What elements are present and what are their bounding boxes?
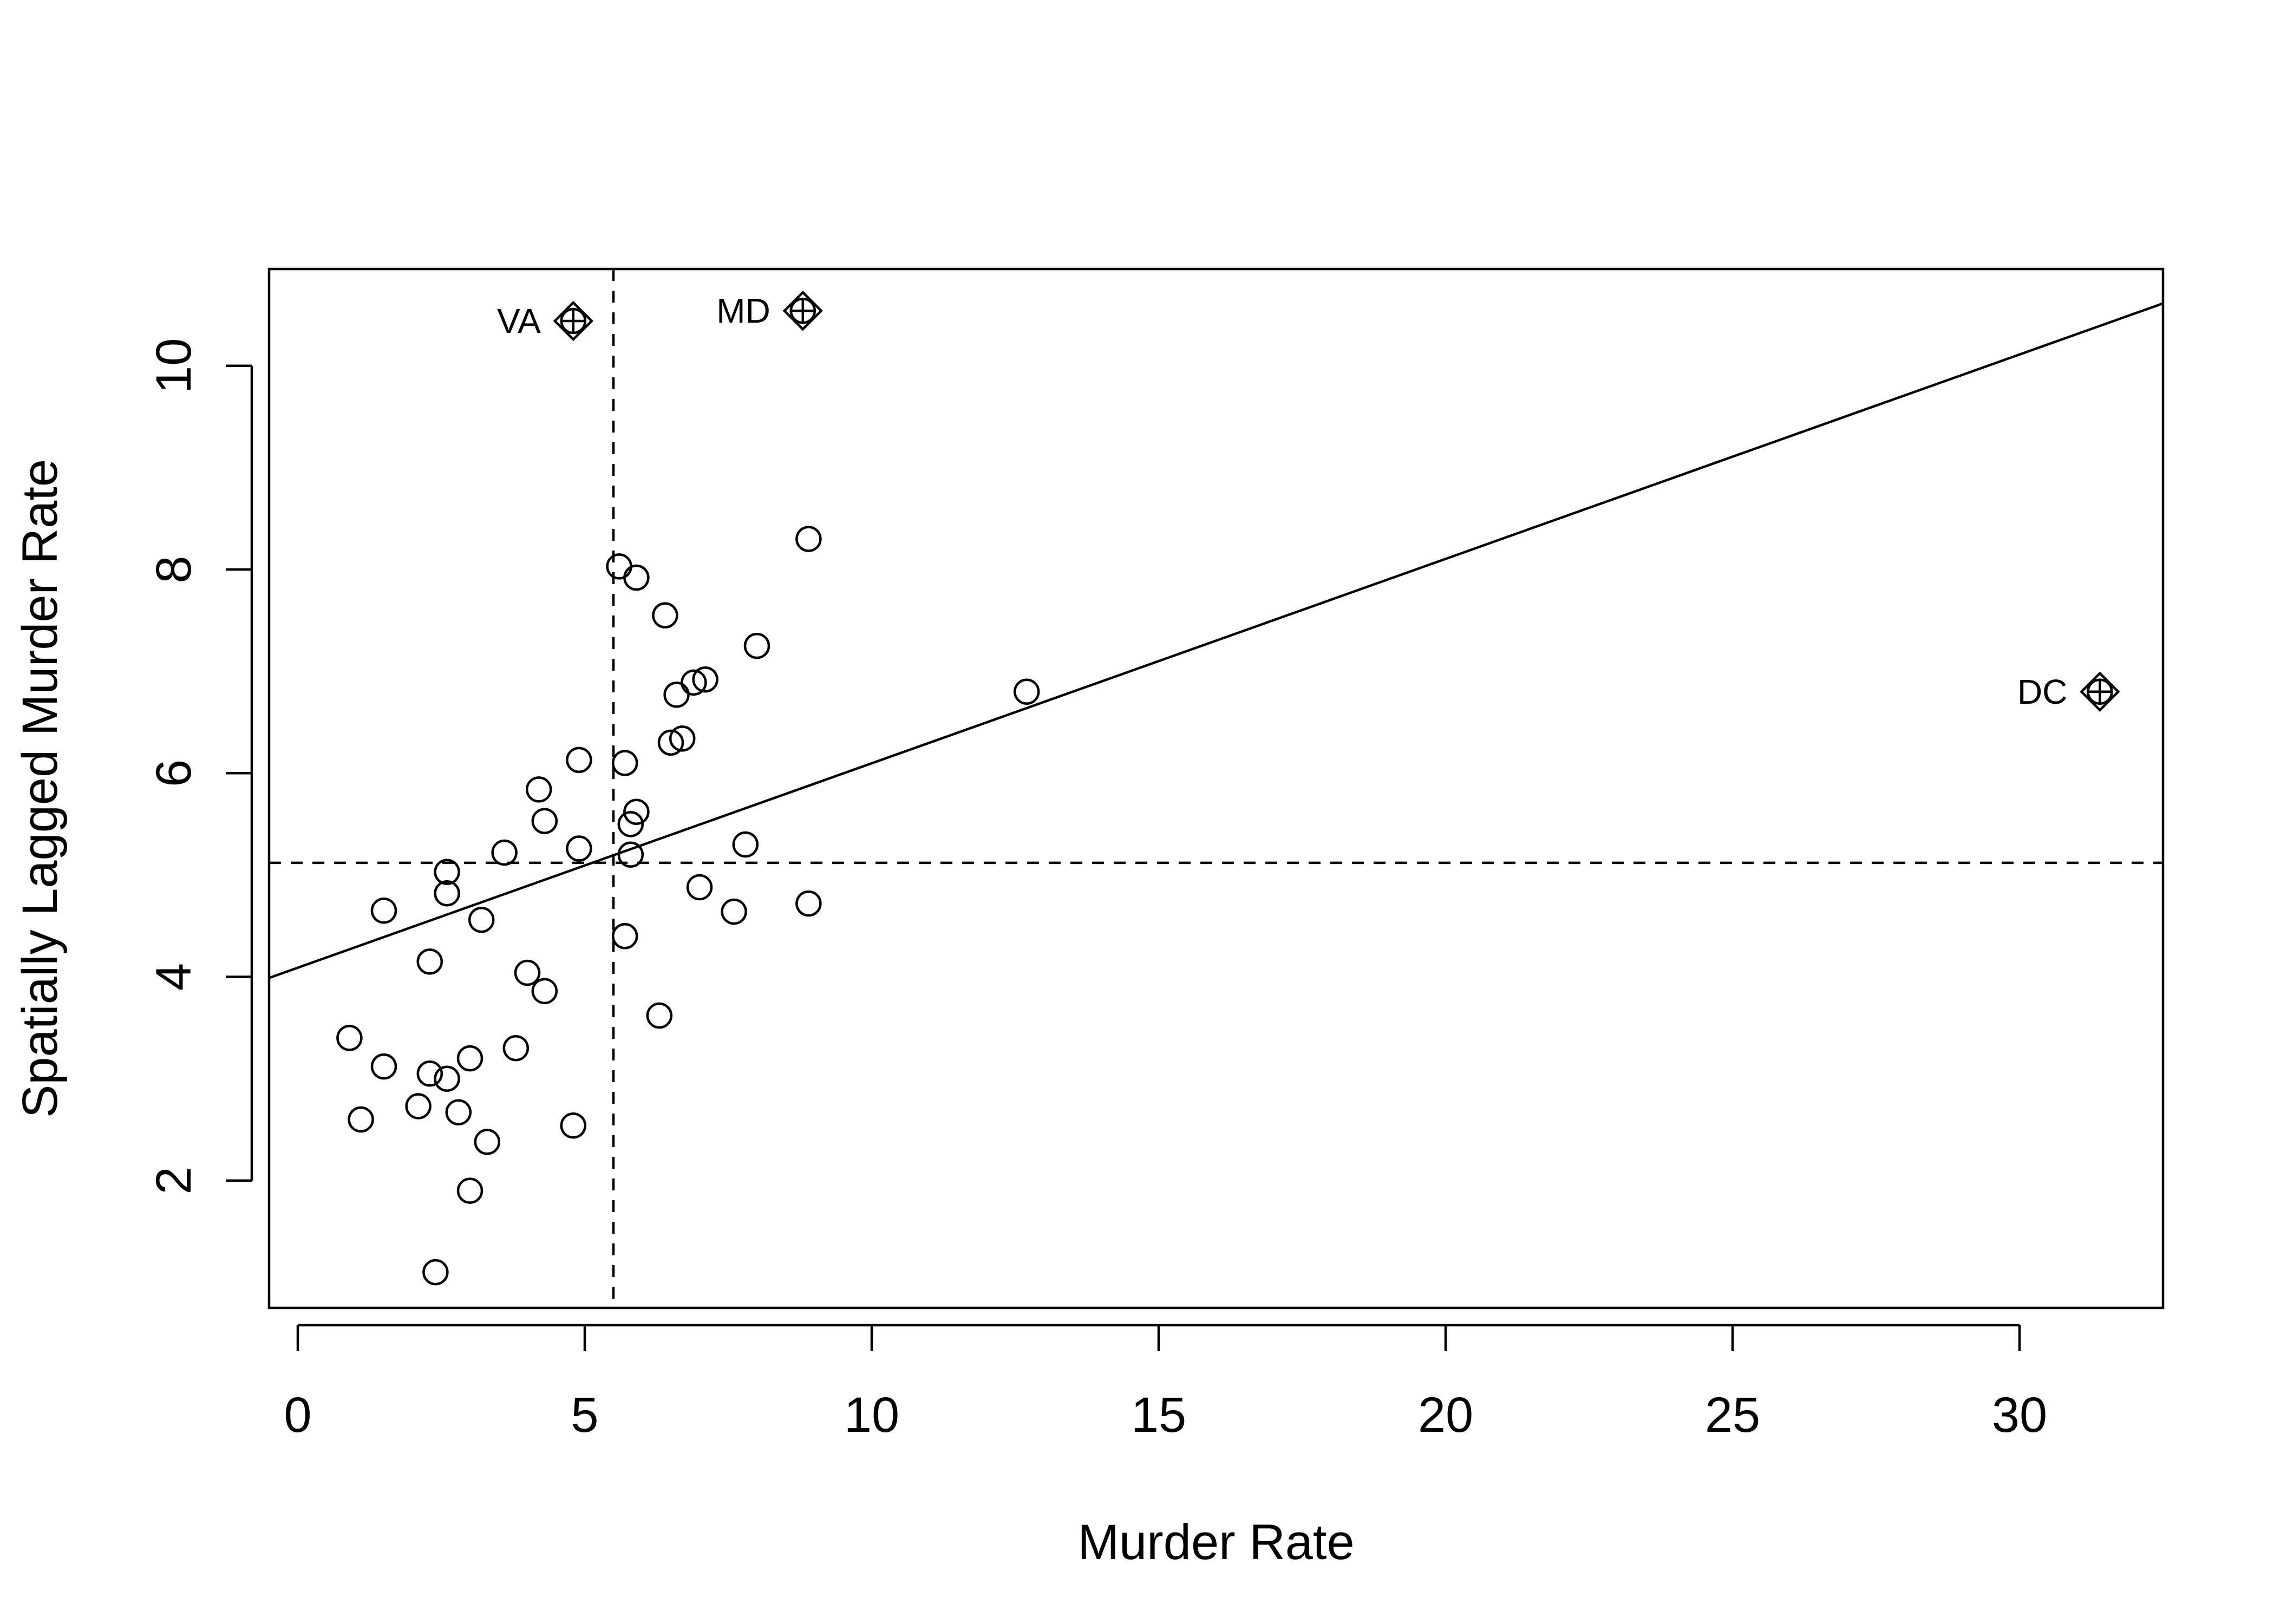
influential-point-label: MD <box>716 291 770 330</box>
data-point <box>623 798 650 826</box>
data-point <box>491 839 518 866</box>
data-point <box>474 1129 501 1155</box>
x-tick-label: 10 <box>844 1387 899 1443</box>
y-tick-label: 4 <box>146 963 201 991</box>
regression-line <box>269 302 2164 979</box>
data-point <box>732 831 759 858</box>
y-tick-label: 10 <box>146 338 201 394</box>
influential-diamond-marker <box>782 290 823 331</box>
influential-point-label: VA <box>497 302 541 340</box>
data-point <box>336 1025 363 1051</box>
data-point <box>531 978 558 1005</box>
data-point <box>348 1106 374 1133</box>
data-point <box>657 729 684 756</box>
data-point <box>795 890 822 917</box>
data-point <box>686 874 713 901</box>
y-tick-label: 6 <box>146 759 201 787</box>
data-point <box>1013 678 1040 705</box>
data-point <box>405 1093 432 1119</box>
data-point <box>743 632 770 659</box>
data-point <box>692 666 718 693</box>
x-tick-label: 0 <box>284 1387 311 1443</box>
data-point <box>646 1002 673 1029</box>
y-axis-label: Spatially Lagged Murder Rate <box>12 459 68 1118</box>
x-axis-label: Murder Rate <box>1077 1515 1354 1570</box>
x-tick-label: 5 <box>571 1387 598 1443</box>
data-point <box>663 682 690 708</box>
influential-point: DC <box>2017 671 2120 712</box>
data-point <box>566 746 592 774</box>
data-point <box>795 526 822 552</box>
data-point <box>617 811 644 837</box>
data-point <box>652 602 678 628</box>
data-point <box>370 898 397 924</box>
data-point <box>456 1177 483 1204</box>
y-axis: 2 4 6 8 10 <box>146 338 253 1194</box>
data-point <box>434 859 460 886</box>
data-point <box>721 898 747 925</box>
data-point <box>560 1112 587 1139</box>
influential-diamond-marker <box>2080 671 2120 712</box>
x-axis: 0 5 10 15 20 25 30 <box>284 1324 2047 1443</box>
plot-frame <box>267 267 2165 1309</box>
data-point <box>623 564 650 591</box>
data-point <box>416 948 443 975</box>
data-point <box>531 808 558 834</box>
data-point <box>525 776 552 803</box>
influential-diamond-marker <box>553 300 593 342</box>
data-point <box>611 750 638 776</box>
x-tick-label: 25 <box>1705 1387 1760 1443</box>
data-point <box>456 1045 483 1072</box>
y-tick-label: 8 <box>146 555 201 583</box>
data-point <box>370 1053 397 1080</box>
data-point <box>611 923 638 949</box>
data-point <box>502 1035 530 1062</box>
data-point <box>422 1259 449 1286</box>
x-tick-label: 30 <box>1992 1387 2047 1443</box>
x-tick-label: 20 <box>1418 1387 1473 1443</box>
data-point <box>514 959 541 986</box>
data-point <box>468 906 495 933</box>
data-point <box>617 841 644 868</box>
data-point <box>669 725 696 752</box>
data-point <box>434 1065 460 1092</box>
data-point <box>416 1060 443 1087</box>
influential-point: MD <box>716 290 823 331</box>
x-tick-label: 15 <box>1131 1387 1186 1443</box>
data-point <box>445 1099 472 1126</box>
influential-point: VA <box>497 300 593 342</box>
data-point <box>681 669 707 696</box>
data-point <box>566 835 592 862</box>
influential-point-label: DC <box>2017 672 2067 711</box>
data-point <box>434 880 460 907</box>
y-tick-label: 2 <box>146 1167 201 1194</box>
